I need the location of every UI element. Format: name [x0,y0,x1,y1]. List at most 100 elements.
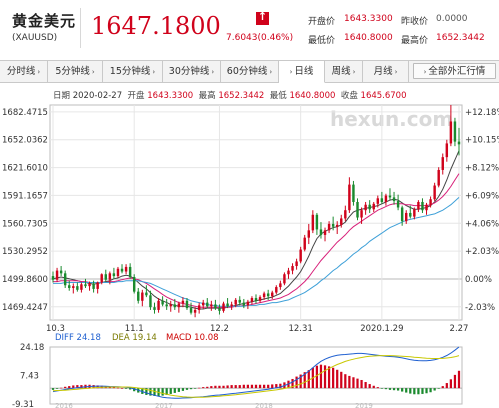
tab-daily[interactable]: › 日线 [279,61,325,83]
candle-body [189,308,193,313]
candle-body [291,266,294,271]
candle-body [246,301,250,306]
candle-body [352,184,355,202]
macd-histogram-bar [96,385,99,389]
candle-body [250,298,254,302]
macd-histogram-bar [76,385,79,389]
tab-15min[interactable]: 15分钟线 › [103,61,163,82]
macd-histogram-bar [332,367,335,389]
candle-body [206,302,209,307]
macd-histogram-bar [149,388,152,396]
macd-histogram-bar [417,388,420,395]
macd-histogram-bar [315,365,319,389]
tab-weekly[interactable]: 周线 › [325,61,363,82]
candle-body [287,270,290,275]
candle-body [210,304,213,307]
candle-body [360,210,363,218]
candle-body [279,283,282,288]
macd-histogram-bar [72,385,75,389]
tab-intraday[interactable]: 分时线 › [0,61,48,82]
candle-body [311,214,315,231]
candle-body [388,195,392,198]
candle-body [84,284,87,287]
macd-histogram-bar [189,388,193,390]
tab-30min[interactable]: 30分钟线 › [163,61,221,82]
candle-body [364,204,367,211]
macd-histogram-bar [449,379,452,389]
prev-close-label: 昨收价 [401,17,429,27]
candle-body [344,210,347,219]
macd-histogram-bar [51,388,55,390]
candle-body [271,292,274,297]
candle-body [157,300,160,310]
candle-body [331,223,335,227]
open-price-label: 开盘价 [308,17,336,27]
macd-histogram-bar [263,384,266,389]
candle-body [319,229,323,235]
macd-histogram-bar [153,388,156,396]
macd-histogram-bar [173,388,176,393]
up-arrow-icon: ↑ [256,10,269,25]
tab-5min[interactable]: 5分钟线 › [48,61,103,82]
tab-60min[interactable]: 60分钟线 › [221,61,279,82]
macd-histogram-bar [356,378,359,389]
candle-body [132,277,136,292]
macd-histogram-bar [120,388,124,389]
candle-body [380,198,384,202]
candle-body [104,274,107,280]
candle-body [429,199,432,205]
candle-body [376,198,380,204]
macd-histogram-bar [258,384,262,389]
candle-body [197,305,201,310]
y-tick-label: 1621.6010 [2,164,48,174]
macd-y-tick-label: 24.18 [20,343,44,353]
y-tick-label: 1499.8600 [2,275,48,285]
all-forex-quotes-button[interactable]: › 全部外汇行情 [413,63,496,79]
candle-body [63,273,67,286]
candle-body [214,304,217,309]
candle-body [445,143,449,158]
tab-monthly[interactable]: 月线 › [363,61,409,82]
candle-body [169,304,172,307]
candle-body [68,285,71,288]
macd-histogram-bar [457,370,461,389]
candle-body [51,276,55,280]
dea-line [52,355,460,398]
candle-body [100,274,103,283]
candle-body [327,223,331,231]
macd-histogram-bar [384,388,388,390]
macd-histogram-bar [161,388,164,396]
candle-body [348,184,351,211]
moving-average-line [52,150,460,310]
candle-body [400,207,404,222]
macd-histogram-bar [388,388,392,390]
candle-body [124,266,128,272]
macd-histogram-bar [352,377,355,389]
candle-body [165,304,168,307]
x-tick-label: 2.27 [450,324,469,334]
candle-body [120,268,124,272]
pct-tick-label: +4.06% [465,219,499,229]
candle-body [218,308,221,311]
macd-histogram-bar [429,388,432,393]
macd-histogram-bar [392,388,396,391]
candle-body [340,218,343,225]
macd-histogram-bar [250,384,254,389]
macd-histogram-bar [267,384,270,389]
candle-body [238,299,241,303]
y-tick-label: 1469.4247 [2,303,48,313]
macd-histogram-bar [348,375,351,389]
macd-histogram-bar [433,388,436,391]
macd-histogram-bar [210,386,213,389]
candle-body [433,185,436,200]
candle-body [230,304,233,307]
macd-legend-label: MACD 10.08 [166,333,219,343]
pct-tick-label: +8.12% [465,164,499,174]
macd-histogram-bar [323,365,327,389]
pct-tick-label: -2.03% [465,303,495,313]
period-tab-bar: 分时线 › 5分钟线 › 15分钟线 › 30分钟线 › 60分钟线 › › 日线 周线 › … [0,60,499,83]
candle-body [145,292,148,296]
macd-histogram-bar [340,371,343,389]
candle-body [266,293,270,297]
x-tick-label: 11.1 [125,324,144,334]
